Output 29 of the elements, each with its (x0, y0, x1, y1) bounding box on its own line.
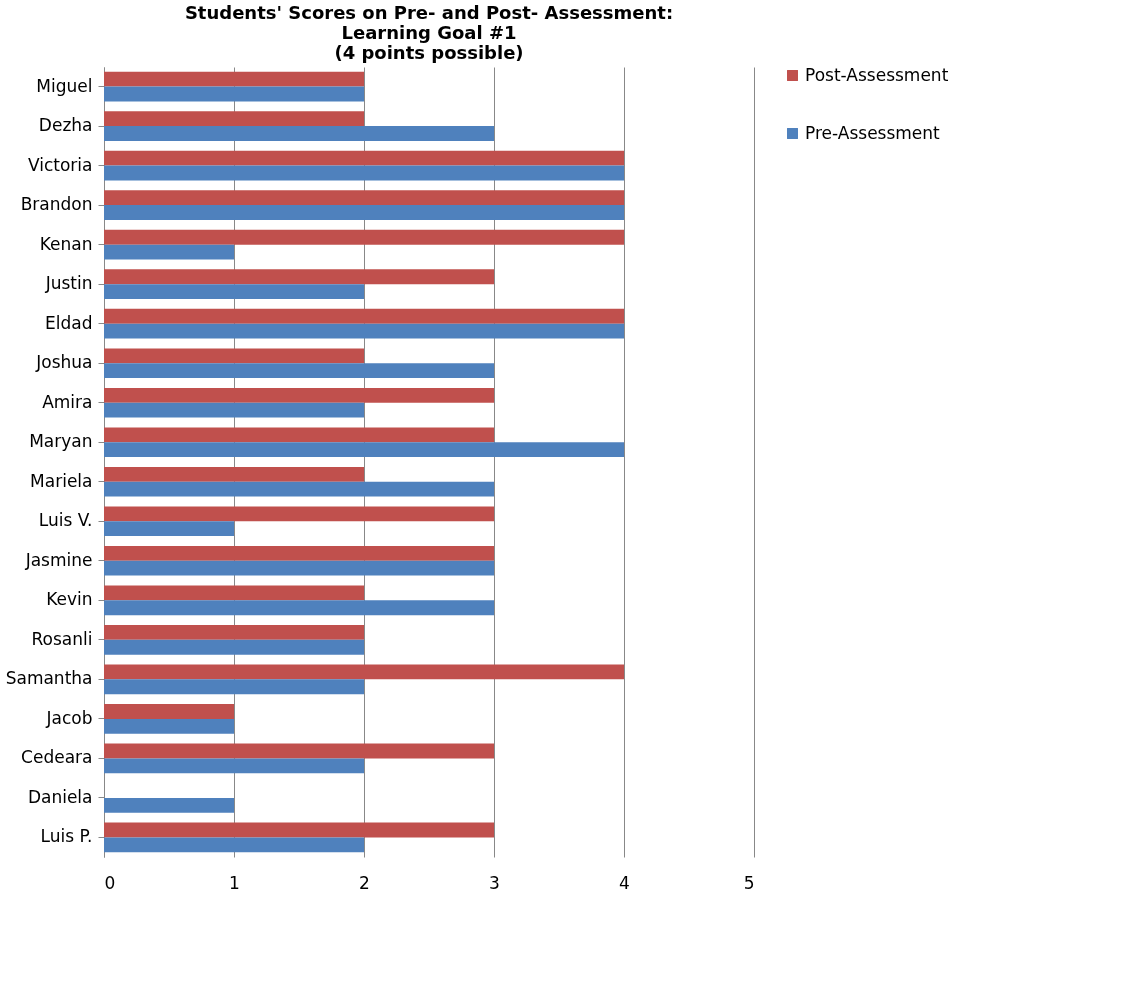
y-tick-label: Mariela (30, 470, 93, 491)
y-tick-label: Luis V. (38, 510, 93, 531)
x-tick-label: 3 (489, 872, 500, 893)
y-tick-label: Brandon (20, 194, 93, 215)
y-tick-label: Maryan (29, 431, 93, 452)
y-tick-label: Cedeara (21, 747, 93, 768)
y-tick-label: Daniela (27, 786, 93, 807)
y-tick-label: Samantha (5, 668, 93, 689)
y-tick-label: Victoria (27, 154, 93, 175)
y-tick-label: Miguel (36, 75, 93, 96)
y-tick-label: Kevin (46, 589, 93, 610)
chart-title: Students' Scores on Pre- and Post- Assessment: Learning Goal #1 (4 points possible) (184, 2, 674, 63)
x-tick-label: 2 (359, 872, 370, 893)
x-tick-label: 5 (743, 872, 755, 893)
y-tick-label: Rosanli (31, 628, 93, 649)
y-tick-label: Dezha (38, 115, 93, 136)
y-tick-label: Jacob (45, 707, 93, 728)
y-tick-label: Luis P. (40, 826, 93, 847)
legend-label: Pre-Assessment (805, 122, 941, 143)
x-tick-label: 1 (229, 872, 240, 893)
y-tick-label: Eldad (45, 312, 93, 333)
y-tick-label: Justin (44, 273, 93, 294)
y-tick-label: Kenan (39, 233, 93, 254)
y-tick-label: Jasmine (24, 549, 93, 570)
y-tick-label: Amira (42, 391, 93, 412)
x-tick-label: 0 (104, 872, 116, 893)
legend-label: Post-Assessment (805, 64, 949, 85)
x-tick-label: 4 (619, 872, 630, 893)
y-tick-label: Joshua (35, 352, 93, 373)
